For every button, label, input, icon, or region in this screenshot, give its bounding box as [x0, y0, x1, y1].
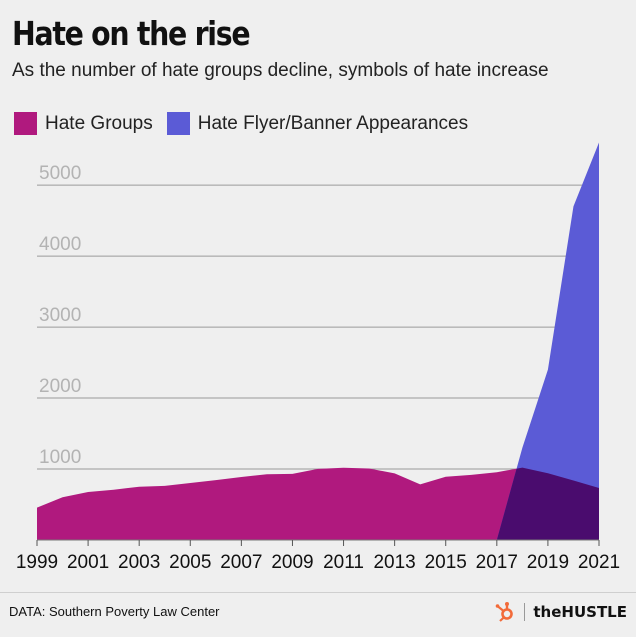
- legend-label-hate-flyers: Hate Flyer/Banner Appearances: [197, 112, 469, 134]
- x-tick-label-2019: 2019: [527, 552, 569, 573]
- y-tick-label-5000: 5000: [39, 163, 81, 184]
- legend-item-hate-flyers: Hate Flyer/Banner Appearances: [166, 112, 469, 135]
- y-tick-label-2000: 2000: [39, 376, 81, 397]
- legend-item-hate-groups: Hate Groups: [14, 112, 153, 135]
- x-tick-label-1999: 1999: [16, 552, 58, 573]
- footer: DATA: Southern Poverty Law Center theHUS…: [0, 592, 636, 637]
- source-note: DATA: Southern Poverty Law Center: [9, 604, 220, 619]
- legend-swatch-hate-groups: [14, 112, 37, 135]
- hubspot-sprocket-icon: [496, 602, 514, 622]
- x-tick-label-2007: 2007: [220, 552, 262, 573]
- brand-logo: theHUSTLE: [494, 601, 627, 623]
- legend: Hate Groups Hate Flyer/Banner Appearance…: [14, 112, 482, 135]
- x-tick-label-2013: 2013: [373, 552, 415, 573]
- x-tick-label-2001: 2001: [67, 552, 109, 573]
- area-chart: 1000 2000 3000 4000 5000 1999 2001 2003 2005 2007…: [16, 142, 620, 573]
- legend-label-hate-groups: Hate Groups: [45, 112, 153, 134]
- chart-subtitle: As the number of hate groups decline, sy…: [12, 60, 549, 81]
- x-tick-label-2011: 2011: [323, 552, 364, 573]
- x-tick-label-2003: 2003: [118, 552, 160, 573]
- x-tick-label-2015: 2015: [425, 552, 467, 573]
- y-tick-label-4000: 4000: [39, 234, 81, 255]
- x-tick-label-2009: 2009: [271, 552, 313, 573]
- chart-title: Hate on the rise: [12, 14, 251, 53]
- brand-separator: [524, 603, 526, 621]
- x-tick-label-2005: 2005: [169, 552, 211, 573]
- legend-swatch-hate-flyers: [166, 112, 190, 135]
- x-tick-label-2017: 2017: [476, 552, 518, 573]
- brand-name: theHUSTLE: [533, 603, 627, 621]
- x-tick-label-2021: 2021: [578, 552, 620, 573]
- y-tick-label-3000: 3000: [39, 305, 81, 326]
- series-area-hate-groups: [37, 467, 599, 540]
- y-tick-label-1000: 1000: [39, 447, 81, 468]
- series-area-hate-flyers: [496, 142, 599, 540]
